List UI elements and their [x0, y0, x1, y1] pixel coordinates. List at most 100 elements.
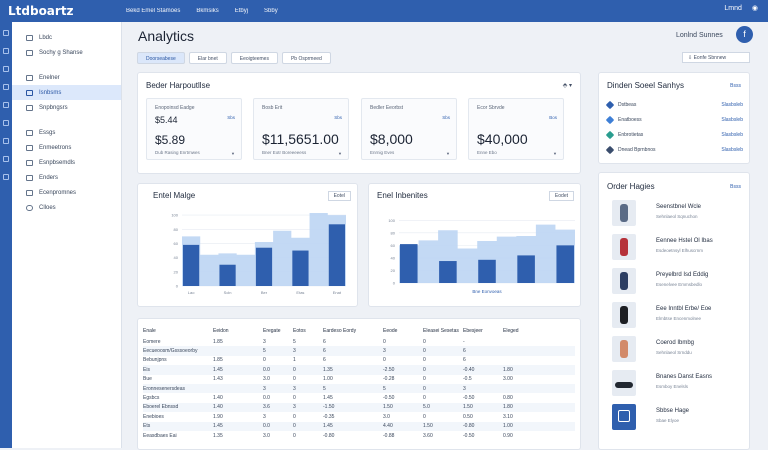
top-nav-item-2[interactable]: Bkmsiks	[196, 8, 219, 14]
table-header-cell[interactable]: Eardeso Eordy	[323, 328, 357, 334]
rail-cloud-icon[interactable]	[3, 174, 9, 180]
bar[interactable]	[478, 259, 496, 283]
kpi-tile-1[interactable]: Enopoinsd Eadge Sbs $5.44 $5.89 Dub Rasi…	[146, 98, 242, 160]
bar[interactable]	[439, 261, 457, 283]
order-item[interactable]: Eennee Hstel Ol Ibas Esdeoetnsyl Elhuscrn…	[612, 234, 750, 262]
sidebar-item-metrics[interactable]: Enmeetrons	[12, 140, 121, 155]
order-item[interactable]: Eee Inntbl Erbe/ Eoe Elmbtse Encenmolnee	[612, 302, 750, 330]
kpi-label: Bedler Eeorbst	[370, 105, 404, 111]
table-header-cell[interactable]: Eeidon	[213, 328, 229, 334]
table-header-cell[interactable]: Eleged	[503, 328, 519, 334]
rail-chart-icon[interactable]	[3, 84, 9, 90]
tab-compare[interactable]: Pb Osprmeed	[281, 52, 331, 64]
rail-users-icon[interactable]	[3, 66, 9, 72]
table-row[interactable]: Ets 1.45 0.0 0 1.45 4.40 1.50 -0.80 1.00	[143, 421, 575, 431]
app-logo[interactable]: Ltdboartz	[8, 4, 74, 18]
kpi-menu-icon[interactable]: ⬘ ▾	[562, 83, 572, 89]
bar[interactable]	[292, 250, 309, 286]
bell-icon[interactable]: ◉	[751, 5, 758, 12]
table-cell: 1.50	[423, 423, 433, 430]
sidebar-item-docs[interactable]: Essgs	[12, 125, 121, 140]
order-item[interactable]: Bnanes Danst Easns Esmboy Enelsls	[612, 370, 750, 398]
bar[interactable]	[183, 244, 200, 286]
rail-list-icon[interactable]	[3, 102, 9, 108]
chart-2-menu-button[interactable]: Eodet	[548, 191, 574, 201]
caret-down-icon[interactable]: ▼	[553, 151, 557, 156]
table-header-cell[interactable]: Eotos	[293, 328, 306, 334]
table-row[interactable]: Eeasdbaes Eai 1.35 3.0 0 -0.80 -0.88 3.60 -0.50…	[143, 431, 575, 440]
caret-down-icon[interactable]: ▼	[338, 151, 342, 156]
bar[interactable]	[517, 255, 535, 283]
y-tick-label: 20	[391, 268, 396, 273]
sidebar-item-settings[interactable]: Ecenpromnes	[12, 185, 121, 200]
table-cell: 0	[423, 357, 426, 364]
order-item[interactable]: Seenstbnel Wcle Sehnlaeol Sqnuchon	[612, 200, 750, 228]
top-nav-item-3[interactable]: Etbyj	[234, 8, 249, 14]
kpi-tile-4[interactable]: Ecor Sbrvde Bos $40,000 Enne Ebo ▼	[468, 98, 564, 160]
caret-down-icon[interactable]: ▼	[231, 151, 235, 156]
order-item[interactable]: Sbbse Hage Sbae Elyoe	[612, 404, 750, 432]
rail-doc-icon[interactable]	[3, 120, 9, 126]
table-row[interactable]: Enebioes 1.90 3 0 -0.35 3.0 0 0.50 3.10	[143, 412, 575, 421]
kpi-tile-3[interactable]: Bedler Eeorbst Sbs $8,000 Enrnig Eves ▼	[361, 98, 457, 160]
summary-row[interactable]: Enbrotietas Slasbsleb	[599, 127, 751, 142]
bar[interactable]	[255, 247, 273, 286]
table-row[interactable]: Egsbcs 1.40 0.0 0 1.45 -0.50 0 -0.50 0.80	[143, 393, 575, 402]
bar[interactable]	[400, 244, 418, 283]
kpi-value: $5.89	[155, 133, 186, 147]
chart-1-menu-button[interactable]: Eotel	[327, 191, 351, 201]
sidebar-item-label: Isnbsms	[39, 89, 62, 96]
table-header-cell[interactable]: Eleasei Sesetas	[423, 328, 459, 334]
summary-row[interactable]: Enatboess Slasbsleb	[599, 112, 751, 127]
table-row[interactable]: Bue 1.43 3.0 0 1.00 -0.28 0 -0.5 3.00	[143, 375, 575, 384]
sidebar-item-analytics[interactable]: Isnbsms	[12, 85, 121, 100]
top-nav-item-4[interactable]: Sbby	[264, 8, 278, 14]
sidebar-item-reports[interactable]: Snpbngsrs	[12, 100, 121, 115]
sidebar-item-section[interactable]: Sochy g Shanse	[12, 45, 121, 60]
order-item[interactable]: Coerod Ibmbg Sehnlaeol Srnddu	[612, 336, 750, 364]
table-row[interactable]: Eecueoosm/Gsssoeorby 5 3 6 3 0 6	[143, 346, 575, 356]
table-header-cell[interactable]: Enale	[143, 328, 156, 334]
top-nav-item-1[interactable]: Bekd Emel Stamoes	[126, 8, 181, 14]
sidebar-item-home[interactable]: Lbdc	[12, 30, 121, 45]
bar[interactable]	[219, 264, 236, 286]
export-button[interactable]: ⇩ Eonfe Sbnnew	[682, 52, 750, 63]
table-header-cell[interactable]: Eregate	[263, 328, 281, 334]
orders-view-link[interactable]: Bsss	[730, 184, 741, 190]
table-cell: -0.40	[463, 366, 475, 373]
order-item[interactable]: Preyelbrd Isd Eddig Esenelvee Emmsbedlo	[612, 268, 750, 296]
table-cell: 0	[383, 357, 386, 364]
rail-gear-icon[interactable]	[3, 156, 9, 162]
table-row[interactable]: Eronnesenersdeas 3 3 5 5 0 3	[143, 383, 575, 394]
sidebar-item-orders[interactable]: Enders	[12, 170, 121, 185]
upgrade-link[interactable]: Lonlnd Sunnes	[676, 32, 723, 39]
gear-icon	[26, 189, 33, 196]
sidebar-item-cloud[interactable]: Clloes	[12, 200, 121, 215]
rail-box-icon[interactable]	[3, 138, 9, 144]
table-row[interactable]: Eboerel Ebnssd 1.40 3.6 3 -1.50 1.50 5.0 1.50 1.…	[143, 402, 575, 413]
table-row[interactable]: Bebunjpns 1.85 0 1 6 0 0 6	[143, 356, 575, 365]
table-header-cell[interactable]: Ebesjeer	[463, 328, 483, 334]
table-row[interactable]: Eomere 1.85 3 5 6 0 0 -	[143, 337, 575, 346]
notifications-label[interactable]: Lmnd	[724, 4, 742, 12]
summary-view-link[interactable]: Bsss	[730, 83, 741, 89]
summary-row[interactable]: Dnead Bprnbnos Slasbsleb	[599, 142, 751, 157]
summary-row[interactable]: Dstbeas Slasbsleb	[599, 97, 751, 112]
bar[interactable]	[328, 224, 345, 286]
tab-segments[interactable]: Eeoigteemes	[230, 52, 278, 64]
table-cell: 0	[383, 338, 386, 345]
table-header-cell[interactable]: Eeode	[383, 328, 398, 334]
table-cell: 0.0	[263, 423, 270, 430]
sidebar-item-overview[interactable]: Enelner	[12, 70, 121, 85]
sidebar-item-tables[interactable]: Esnpbsemdls	[12, 155, 121, 170]
caret-down-icon[interactable]: ▼	[446, 151, 450, 156]
tab-overview[interactable]: Doorseabese	[137, 52, 185, 64]
product-icon	[615, 382, 633, 388]
rail-grid-icon[interactable]	[3, 48, 9, 54]
tab-details[interactable]: Elar bnet	[188, 52, 227, 64]
avatar[interactable]: f	[736, 26, 753, 43]
rail-home-icon[interactable]	[3, 30, 9, 36]
kpi-tile-2[interactable]: Bosb Erit Sbs $11,5651.00 Bner Eotr Bore…	[253, 98, 349, 160]
table-row[interactable]: Eis 1.45 0.0 0 1.35 -2.50 0 -0.40 1.80	[143, 365, 575, 375]
bar[interactable]	[556, 245, 574, 283]
